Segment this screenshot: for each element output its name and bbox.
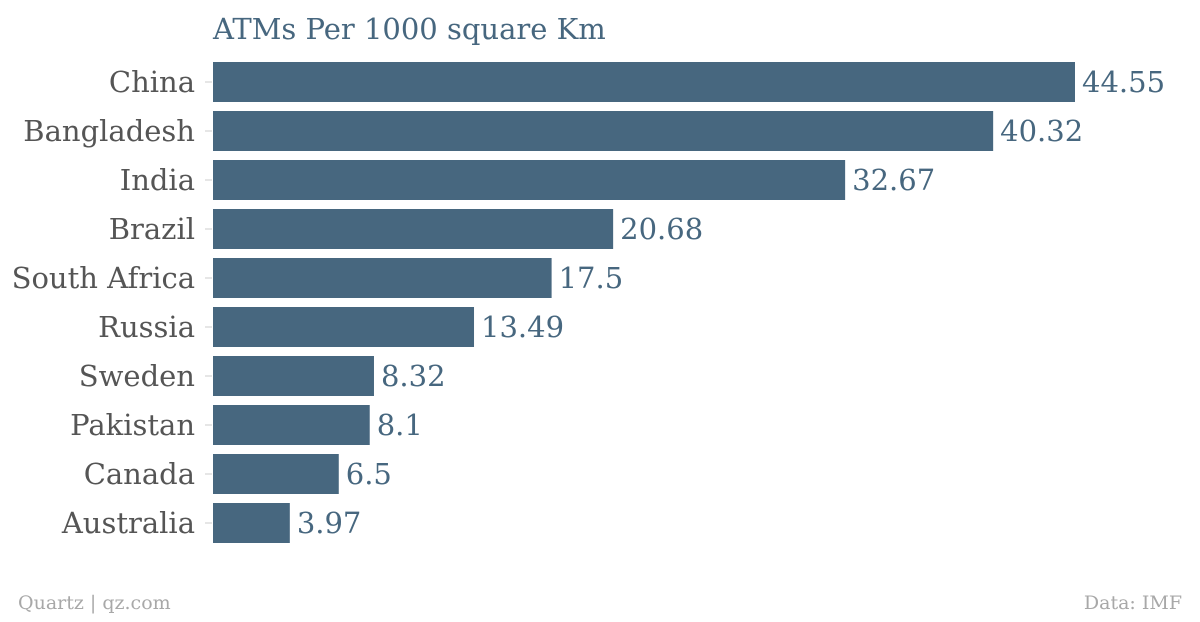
- bar-india: [213, 160, 846, 200]
- value-label-india: 32.67: [852, 163, 935, 197]
- footer-credit: Quartz | qz.com: [18, 592, 171, 614]
- category-label-australia: Australia: [61, 506, 195, 540]
- footer-source: Data: IMF: [1083, 592, 1182, 614]
- category-label-bangladesh: Bangladesh: [23, 114, 195, 148]
- category-label-sweden: Sweden: [79, 359, 195, 393]
- bar-russia: [213, 307, 475, 347]
- bar-pakistan: [213, 405, 370, 445]
- category-label-russia: Russia: [98, 310, 195, 344]
- bar-australia: [213, 503, 290, 543]
- value-label-south-africa: 17.5: [559, 261, 624, 295]
- category-label-canada: Canada: [84, 457, 195, 491]
- bar-brazil: [213, 209, 614, 249]
- value-label-bangladesh: 40.32: [1000, 114, 1083, 148]
- bar-sweden: [213, 356, 374, 396]
- category-label-china: China: [109, 65, 195, 99]
- bar-canada: [213, 454, 339, 494]
- value-label-russia: 13.49: [481, 310, 564, 344]
- category-label-brazil: Brazil: [109, 212, 195, 246]
- bar-south-africa: [213, 258, 552, 298]
- bar-china: [213, 62, 1075, 102]
- value-label-sweden: 8.32: [381, 359, 446, 393]
- value-label-china: 44.55: [1082, 65, 1165, 99]
- chart-title: ATMs Per 1000 square Km: [213, 12, 606, 46]
- bar-bangladesh: [213, 111, 994, 151]
- category-label-south-africa: South Africa: [12, 261, 195, 295]
- value-label-brazil: 20.68: [620, 212, 703, 246]
- category-label-pakistan: Pakistan: [70, 408, 195, 442]
- category-label-india: India: [120, 163, 195, 197]
- value-label-canada: 6.5: [346, 457, 392, 491]
- value-label-australia: 3.97: [297, 506, 362, 540]
- value-label-pakistan: 8.1: [377, 408, 423, 442]
